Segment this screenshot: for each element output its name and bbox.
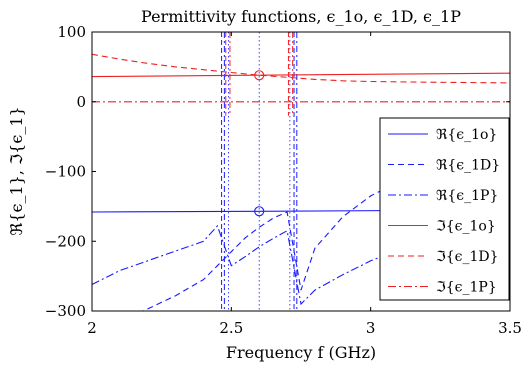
legend-label-2: ℜ{ϵ_1P} bbox=[436, 188, 498, 204]
legend: ℜ{ϵ_1o} ℜ{ϵ_1D} ℜ{ϵ_1P} ℑ{ϵ_1o} ℑ{ϵ_1D} ℑ{ϵ_1… bbox=[380, 118, 509, 300]
series-line-3 bbox=[92, 73, 510, 76]
y-tick-label: −300 bbox=[45, 302, 86, 320]
y-axis-label: ℜ{ϵ_1}, ℑ{ϵ_1} bbox=[7, 106, 26, 235]
y-tick-label: 100 bbox=[57, 23, 86, 41]
series-line-4 bbox=[92, 54, 510, 83]
legend-label-3: ℑ{ϵ_1o} bbox=[436, 219, 496, 235]
chart-title: Permittivity functions, ϵ_1o, ϵ_1D, ϵ_1P bbox=[141, 7, 461, 26]
y-tick-label: −200 bbox=[45, 232, 86, 250]
x-tick-label: 2.5 bbox=[219, 319, 243, 337]
x-tick-label: 2 bbox=[87, 319, 97, 337]
x-tick-label: 3 bbox=[366, 319, 376, 337]
legend-label-5: ℑ{ϵ_1P} bbox=[436, 280, 497, 296]
y-tick-label: 0 bbox=[76, 93, 86, 111]
x-tick-label: 3.5 bbox=[498, 319, 522, 337]
y-tick-label: −100 bbox=[45, 163, 86, 181]
legend-label-0: ℜ{ϵ_1o} bbox=[436, 127, 497, 143]
x-axis-label: Frequency f (GHz) bbox=[226, 343, 376, 362]
legend-label-4: ℑ{ϵ_1D} bbox=[436, 249, 499, 265]
legend-label-1: ℜ{ϵ_1D} bbox=[436, 158, 500, 174]
legend-box bbox=[380, 118, 509, 300]
